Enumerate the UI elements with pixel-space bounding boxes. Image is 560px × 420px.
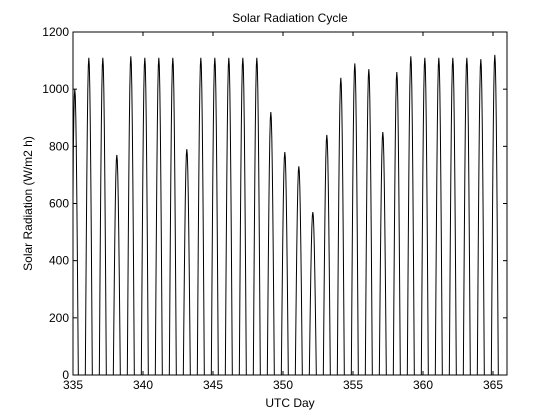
series-line-segment xyxy=(262,111,276,376)
series-line-segment xyxy=(346,63,360,376)
series-line-segment xyxy=(248,57,262,376)
series-line-segment xyxy=(374,131,388,376)
x-tick-label: 350 xyxy=(273,378,293,392)
series-line-segment xyxy=(430,57,444,376)
y-tick-label: 1000 xyxy=(42,82,69,96)
series-line-segment xyxy=(220,57,234,376)
series-line-segment xyxy=(402,56,416,376)
y-tick-label: 200 xyxy=(49,311,69,325)
y-tick-label: 1200 xyxy=(42,25,69,39)
chart-title: Solar Radiation Cycle xyxy=(232,11,348,25)
series-line-segment xyxy=(444,57,458,376)
series-line-segment xyxy=(290,166,304,376)
series-line-segment xyxy=(178,149,192,376)
series-line-segment xyxy=(332,77,346,376)
series-line-segment xyxy=(80,57,94,376)
series-line-segment xyxy=(360,69,374,376)
series-line-segment xyxy=(122,56,136,376)
series-line-segment xyxy=(192,57,206,376)
y-tick-label: 800 xyxy=(49,139,69,153)
x-axis: 335 340 345 350 355 360 365 xyxy=(63,32,503,392)
y-tick-label: 400 xyxy=(49,254,69,268)
series-line-segment xyxy=(472,59,486,376)
series-line-segment xyxy=(206,57,220,376)
series-line-segment xyxy=(416,57,430,376)
series-line-segment xyxy=(318,134,332,376)
y-tick-label: 600 xyxy=(49,197,69,211)
series-line-segment xyxy=(304,212,318,376)
series-line-segment xyxy=(94,57,108,376)
x-tick-label: 355 xyxy=(343,378,363,392)
series-line-segment xyxy=(150,57,164,376)
x-tick-label: 365 xyxy=(483,378,503,392)
x-axis-label: UTC Day xyxy=(265,396,314,410)
x-tick-label: 340 xyxy=(133,378,153,392)
series-line-segment xyxy=(276,152,290,376)
x-tick-label: 335 xyxy=(63,378,83,392)
series-line-segment xyxy=(486,54,500,376)
series-line-segment xyxy=(458,57,472,376)
y-axis-label: Solar Radiation (W/m2 h) xyxy=(21,136,35,271)
x-tick-label: 345 xyxy=(203,378,223,392)
series-line-segment xyxy=(388,71,402,376)
series-line-segment xyxy=(234,57,248,376)
series-line-segment xyxy=(164,57,178,376)
y-tick-label: 0 xyxy=(62,368,69,382)
series-line-segment xyxy=(108,154,122,376)
x-tick-label: 360 xyxy=(413,378,433,392)
series-layer xyxy=(72,54,500,376)
series-line-segment xyxy=(136,57,150,376)
y-axis: 0 200 400 600 800 1000 1200 xyxy=(42,25,507,382)
